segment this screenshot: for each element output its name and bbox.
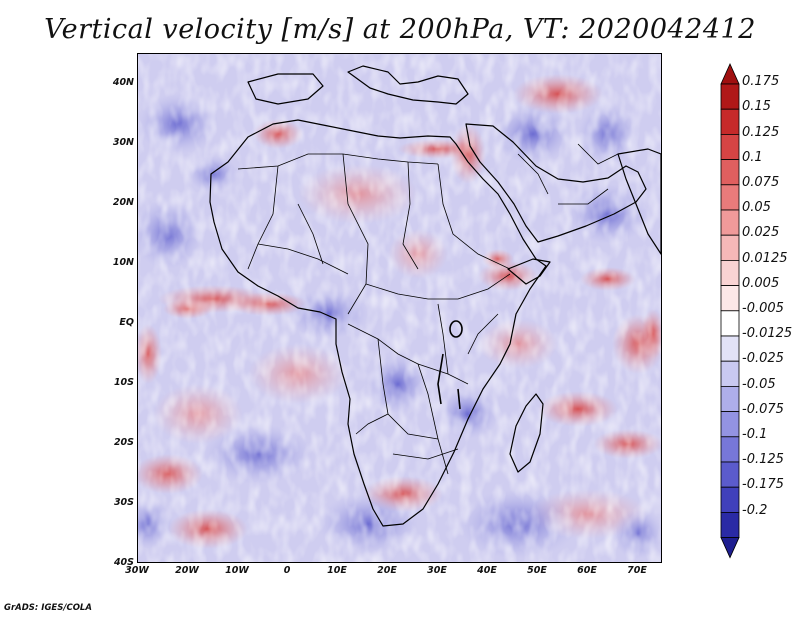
lat-tick-label: 10S xyxy=(113,377,134,388)
field-texture xyxy=(138,54,661,562)
colorbar-swatch xyxy=(720,486,740,513)
colorbar-level-label: 0.005 xyxy=(742,275,780,291)
coastlines xyxy=(209,65,661,527)
colorbar-level-label: 0.125 xyxy=(742,124,780,140)
colorbar-level-label: 0.15 xyxy=(742,99,771,115)
lon-tick-label: 20E xyxy=(377,565,397,576)
colorbar-swatch xyxy=(720,461,740,488)
credit-label: GrADS: IGES/COLA xyxy=(4,603,92,613)
colorbar-level-label: 0.025 xyxy=(742,225,780,241)
colorbar-swatch xyxy=(720,335,740,362)
arabia-coastline xyxy=(465,123,647,243)
colorbar-level-label: -0.025 xyxy=(742,351,784,367)
lake-tanganyika xyxy=(437,353,444,405)
lon-tick-label: 10E xyxy=(327,565,347,576)
colorbar-level-label: -0.05 xyxy=(742,376,776,392)
colorbar-level-label: 0.1 xyxy=(742,149,763,165)
lon-tick-label: 70E xyxy=(627,565,647,576)
lake-malawi xyxy=(457,388,461,410)
colorbar-swatch xyxy=(720,159,740,186)
colorbar-swatch xyxy=(720,360,740,387)
lon-tick-label: 20W xyxy=(175,565,199,576)
colorbar-level-label: 0.0125 xyxy=(742,250,788,266)
colorbar-level-label: -0.075 xyxy=(742,401,784,417)
colorbar-level-label: 0.075 xyxy=(742,175,780,190)
lat-tick-label: 10N xyxy=(112,257,134,268)
colorbar-level-label: -0.005 xyxy=(742,301,784,316)
italy-greece-coastline xyxy=(347,65,469,105)
lat-tick-label: 30N xyxy=(112,137,134,148)
chart-title: Vertical velocity [m/s] at 200hPa, VT: 2… xyxy=(44,14,756,45)
colorbar-swatch xyxy=(720,285,740,312)
lon-tick-label: 10W xyxy=(225,565,249,576)
lat-tick-label: 20N xyxy=(112,197,134,208)
colorbar-level-label: 0.175 xyxy=(742,74,780,90)
lat-tick-label: 20S xyxy=(113,437,134,448)
lake-victoria xyxy=(449,320,463,338)
map-plot-area xyxy=(137,53,662,563)
colorbar-level-label: -0.1 xyxy=(742,427,768,442)
colorbar-swatch xyxy=(720,511,740,538)
colorbar-swatch xyxy=(720,436,740,463)
colorbar-swatch xyxy=(720,259,740,286)
colorbar-level-label: 0.05 xyxy=(742,200,771,216)
colorbar-swatch xyxy=(720,209,740,236)
colorbar-level-label: -0.2 xyxy=(742,502,768,518)
lon-tick-label: 30W xyxy=(125,565,149,576)
lon-tick-label: 30E xyxy=(427,565,447,576)
colorbar xyxy=(720,63,740,559)
colorbar-swatch xyxy=(720,411,740,438)
colorbar-swatch xyxy=(720,184,740,211)
lon-tick-label: 0 xyxy=(283,565,291,576)
lat-tick-label: EQ xyxy=(119,317,134,328)
colorbar-level-label: -0.0125 xyxy=(742,326,793,342)
lon-tick-label: 50E xyxy=(527,565,547,576)
india-coastline xyxy=(617,148,661,255)
lat-tick-label: 40S xyxy=(113,557,134,568)
lon-tick-label: 40E xyxy=(477,565,497,576)
colorbar-top-arrow xyxy=(720,63,740,85)
iberia-coastline xyxy=(247,73,324,105)
lat-tick-label: 30S xyxy=(113,497,134,508)
colorbar-swatch xyxy=(720,234,740,261)
madagascar-coastline xyxy=(509,393,544,473)
colorbar-swatch xyxy=(720,134,740,161)
lon-tick-label: 60E xyxy=(577,565,597,576)
colorbar-swatch xyxy=(720,83,740,110)
colorbar-level-label: -0.125 xyxy=(742,452,784,468)
lakes xyxy=(437,320,463,410)
colorbar-level-label: -0.175 xyxy=(742,477,784,493)
horn-coastline xyxy=(507,258,551,285)
colorbar-bottom-arrow xyxy=(720,537,740,559)
lat-tick-label: 40N xyxy=(112,77,134,88)
africa-coastline xyxy=(209,119,547,527)
country-borders xyxy=(237,143,619,475)
colorbar-swatch xyxy=(720,385,740,412)
colorbar-swatch xyxy=(720,310,740,337)
colorbar-swatch xyxy=(720,108,740,135)
velocity-field-map xyxy=(138,54,661,562)
